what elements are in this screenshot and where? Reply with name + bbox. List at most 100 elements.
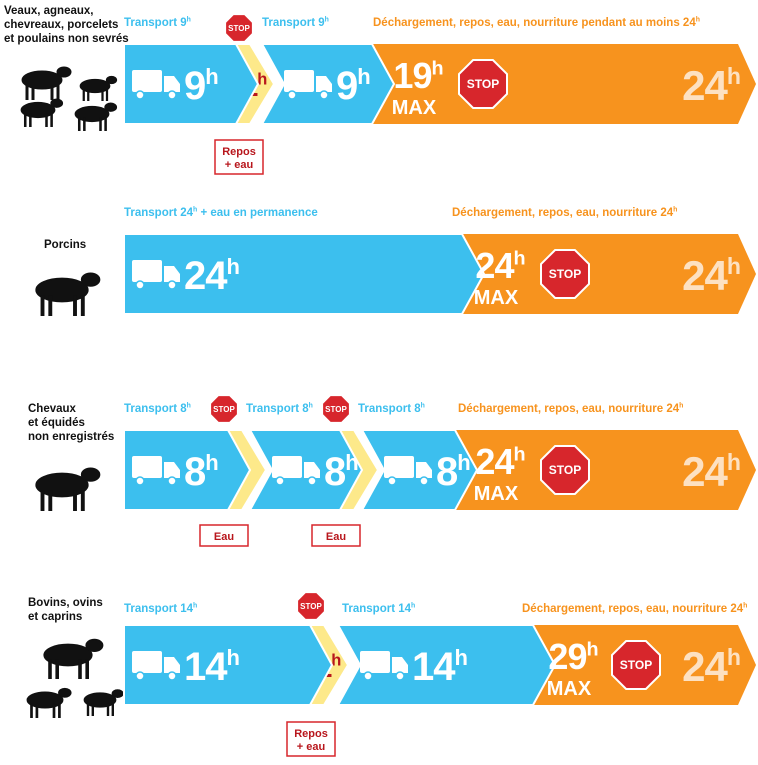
- animal-icon: [21, 99, 63, 127]
- animal-label: Chevaux: [28, 403, 77, 415]
- wheel: [136, 672, 144, 680]
- animal-head: [86, 639, 103, 651]
- wheel: [420, 477, 428, 485]
- wheel: [288, 91, 296, 99]
- unit: h: [205, 64, 218, 89]
- segment-header: Transport 8h: [124, 402, 191, 415]
- unit: h: [586, 638, 597, 660]
- value: 8: [184, 450, 206, 494]
- text-part: Transport 24: [124, 207, 194, 219]
- superscript: h: [673, 206, 677, 213]
- animal-icon: [27, 688, 71, 718]
- superscript: h: [187, 402, 191, 409]
- segment-header: Transport 9h: [262, 16, 329, 29]
- animal-head: [112, 690, 123, 698]
- text-part: Déchargement, repos, eau, nourriture 24: [522, 603, 744, 615]
- value: 19: [393, 55, 431, 96]
- break-label: Repos: [294, 728, 328, 740]
- superscript: h: [421, 402, 425, 409]
- infographic: Veaux, agneaux,chevreaux, porceletset po…: [0, 0, 758, 760]
- segment-header: Déchargement, repos, eau, nourriture 24h: [452, 206, 677, 219]
- animal-head: [59, 688, 72, 697]
- value: 24: [682, 448, 728, 495]
- truck-box: [132, 456, 162, 478]
- wheel: [168, 281, 176, 289]
- unit: h: [513, 443, 524, 465]
- unit: h: [431, 57, 442, 79]
- wheel: [168, 477, 176, 485]
- unit: h: [727, 449, 740, 475]
- wheel: [320, 91, 328, 99]
- truck-box: [132, 651, 162, 673]
- stop-text: STOP: [467, 77, 499, 91]
- segment-header: Transport 14h: [124, 602, 197, 615]
- truck-box: [384, 456, 414, 478]
- animal-icon: [44, 639, 103, 679]
- value: 24: [682, 252, 728, 299]
- animal-head: [51, 99, 63, 108]
- superscript: h: [187, 16, 191, 23]
- wheel: [276, 477, 284, 485]
- unit: h: [345, 450, 358, 475]
- truck-box: [360, 651, 390, 673]
- value: 14: [184, 645, 228, 689]
- stop-text: STOP: [549, 267, 581, 281]
- segment-header: Transport 9h: [124, 16, 191, 29]
- value: 8: [324, 450, 346, 494]
- animal-label: et poulains non sevrés: [4, 33, 129, 45]
- text-part: Transport 14: [342, 603, 412, 615]
- unit: h: [205, 450, 218, 475]
- value: 8: [436, 450, 458, 494]
- value: 24: [682, 62, 728, 109]
- animal-label: Porcins: [44, 239, 86, 251]
- value: 24: [682, 643, 728, 690]
- stop-text: STOP: [228, 24, 250, 33]
- animal-icon: [22, 67, 71, 100]
- wheel: [396, 672, 404, 680]
- max-label: MAX: [547, 678, 592, 700]
- truck-box: [132, 70, 162, 92]
- superscript: h: [696, 16, 700, 23]
- unit: h: [727, 63, 740, 89]
- animal-label: et équidés: [28, 417, 85, 429]
- unit: h: [227, 645, 240, 670]
- animal-icon: [84, 690, 123, 716]
- max-label: MAX: [392, 97, 437, 119]
- superscript: h: [193, 602, 197, 609]
- segment-header: Déchargement, repos, eau, nourriture 24h: [458, 402, 683, 415]
- wheel: [136, 281, 144, 289]
- animal-head: [82, 468, 100, 481]
- unit: h: [727, 644, 740, 670]
- superscript: h: [743, 602, 747, 609]
- text-part: Transport 9: [124, 17, 187, 29]
- break-label: Eau: [326, 531, 346, 543]
- value: 24: [475, 441, 514, 482]
- text-part: + eau en permanence: [197, 207, 318, 219]
- wheel: [364, 672, 372, 680]
- value: 24: [184, 254, 228, 298]
- max-label: MAX: [474, 287, 519, 309]
- segment-header: Transport 8h: [246, 402, 313, 415]
- superscript: h: [309, 402, 313, 409]
- text-part: Transport 8: [358, 403, 421, 415]
- truck-box: [272, 456, 302, 478]
- stop-text: STOP: [549, 463, 581, 477]
- animal-label: Veaux, agneaux,: [4, 5, 94, 17]
- truck-box: [132, 260, 162, 282]
- break-label: + eau: [225, 159, 253, 171]
- unit: h: [357, 64, 370, 89]
- animal-icon: [80, 76, 117, 101]
- text-part: Déchargement, repos, eau, nourriture pen…: [373, 17, 696, 29]
- animal-icon: [36, 468, 100, 511]
- value: 9: [336, 64, 357, 108]
- animal-label: non enregistrés: [28, 431, 114, 443]
- stop-text: STOP: [300, 602, 322, 611]
- stop-text: STOP: [325, 405, 347, 414]
- unit: h: [257, 71, 267, 89]
- animal-icon: [75, 103, 117, 131]
- segment-header: Déchargement, repos, eau, nourriture pen…: [373, 16, 700, 29]
- animal-label: et caprins: [28, 611, 82, 623]
- unit: h: [455, 645, 468, 670]
- animal-head: [106, 76, 117, 84]
- animal-head: [57, 67, 71, 77]
